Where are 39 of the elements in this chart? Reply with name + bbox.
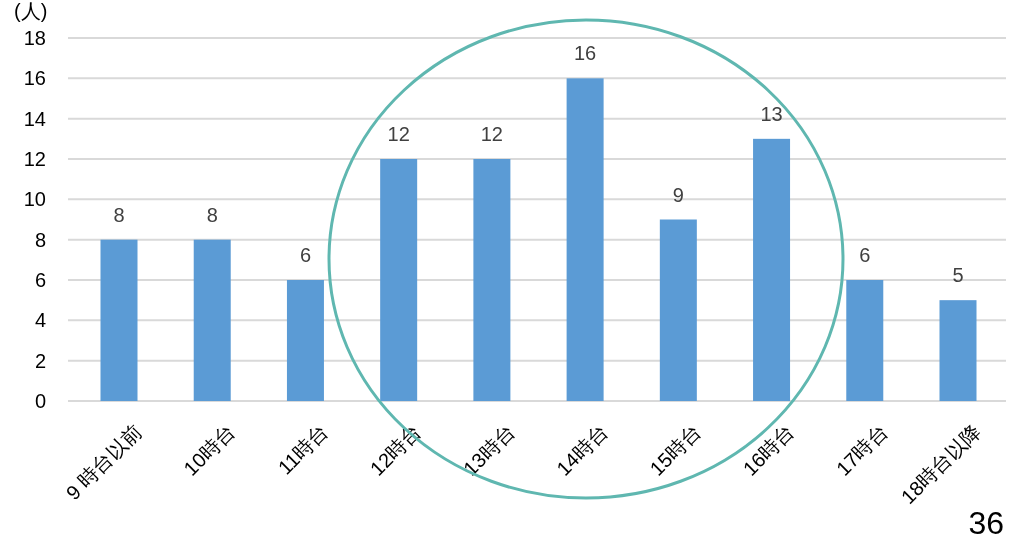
data-label: 8 — [113, 203, 125, 226]
y-tick-label: 18 — [23, 27, 46, 49]
y-tick-label: 2 — [34, 349, 46, 372]
y-tick-label: 12 — [23, 148, 46, 170]
bar — [193, 239, 231, 401]
data-label: 9 — [672, 183, 684, 206]
data-label: 5 — [952, 264, 964, 287]
y-tick-label: 0 — [34, 390, 46, 412]
x-tick-label: 16時台 — [738, 420, 799, 480]
y-tick-label: 8 — [34, 228, 46, 251]
y-axis-title: (人) — [14, 0, 48, 22]
x-tick-label: 9 時台以前 — [61, 420, 146, 505]
x-tick-label: 15時台 — [645, 420, 706, 480]
x-tick-label: 13時台 — [459, 420, 519, 480]
data-label: 16 — [573, 42, 597, 65]
data-label: 12 — [480, 123, 504, 145]
bar — [659, 219, 697, 401]
bar — [100, 239, 138, 401]
bar — [380, 159, 418, 401]
x-tick-label: 10時台 — [179, 420, 239, 480]
data-label: 8 — [206, 203, 218, 226]
y-tick-label: 6 — [34, 269, 46, 291]
y-tick-label: 14 — [23, 107, 46, 130]
x-tick-label: 11時台 — [273, 420, 333, 479]
data-label: 12 — [387, 123, 410, 145]
bar — [286, 280, 324, 401]
bar — [846, 280, 884, 401]
x-tick-label: 14時台 — [552, 420, 612, 480]
data-label: 13 — [760, 102, 783, 125]
y-tick-label: 16 — [23, 67, 46, 90]
bar — [566, 78, 604, 401]
data-label: 6 — [859, 244, 871, 266]
bar — [939, 300, 977, 401]
x-tick-label: 17時台 — [831, 420, 892, 480]
bar — [753, 138, 791, 401]
y-tick-label: 10 — [23, 188, 46, 211]
data-label: 6 — [299, 244, 312, 266]
y-tick-label: 4 — [34, 309, 46, 332]
bar — [473, 159, 511, 401]
